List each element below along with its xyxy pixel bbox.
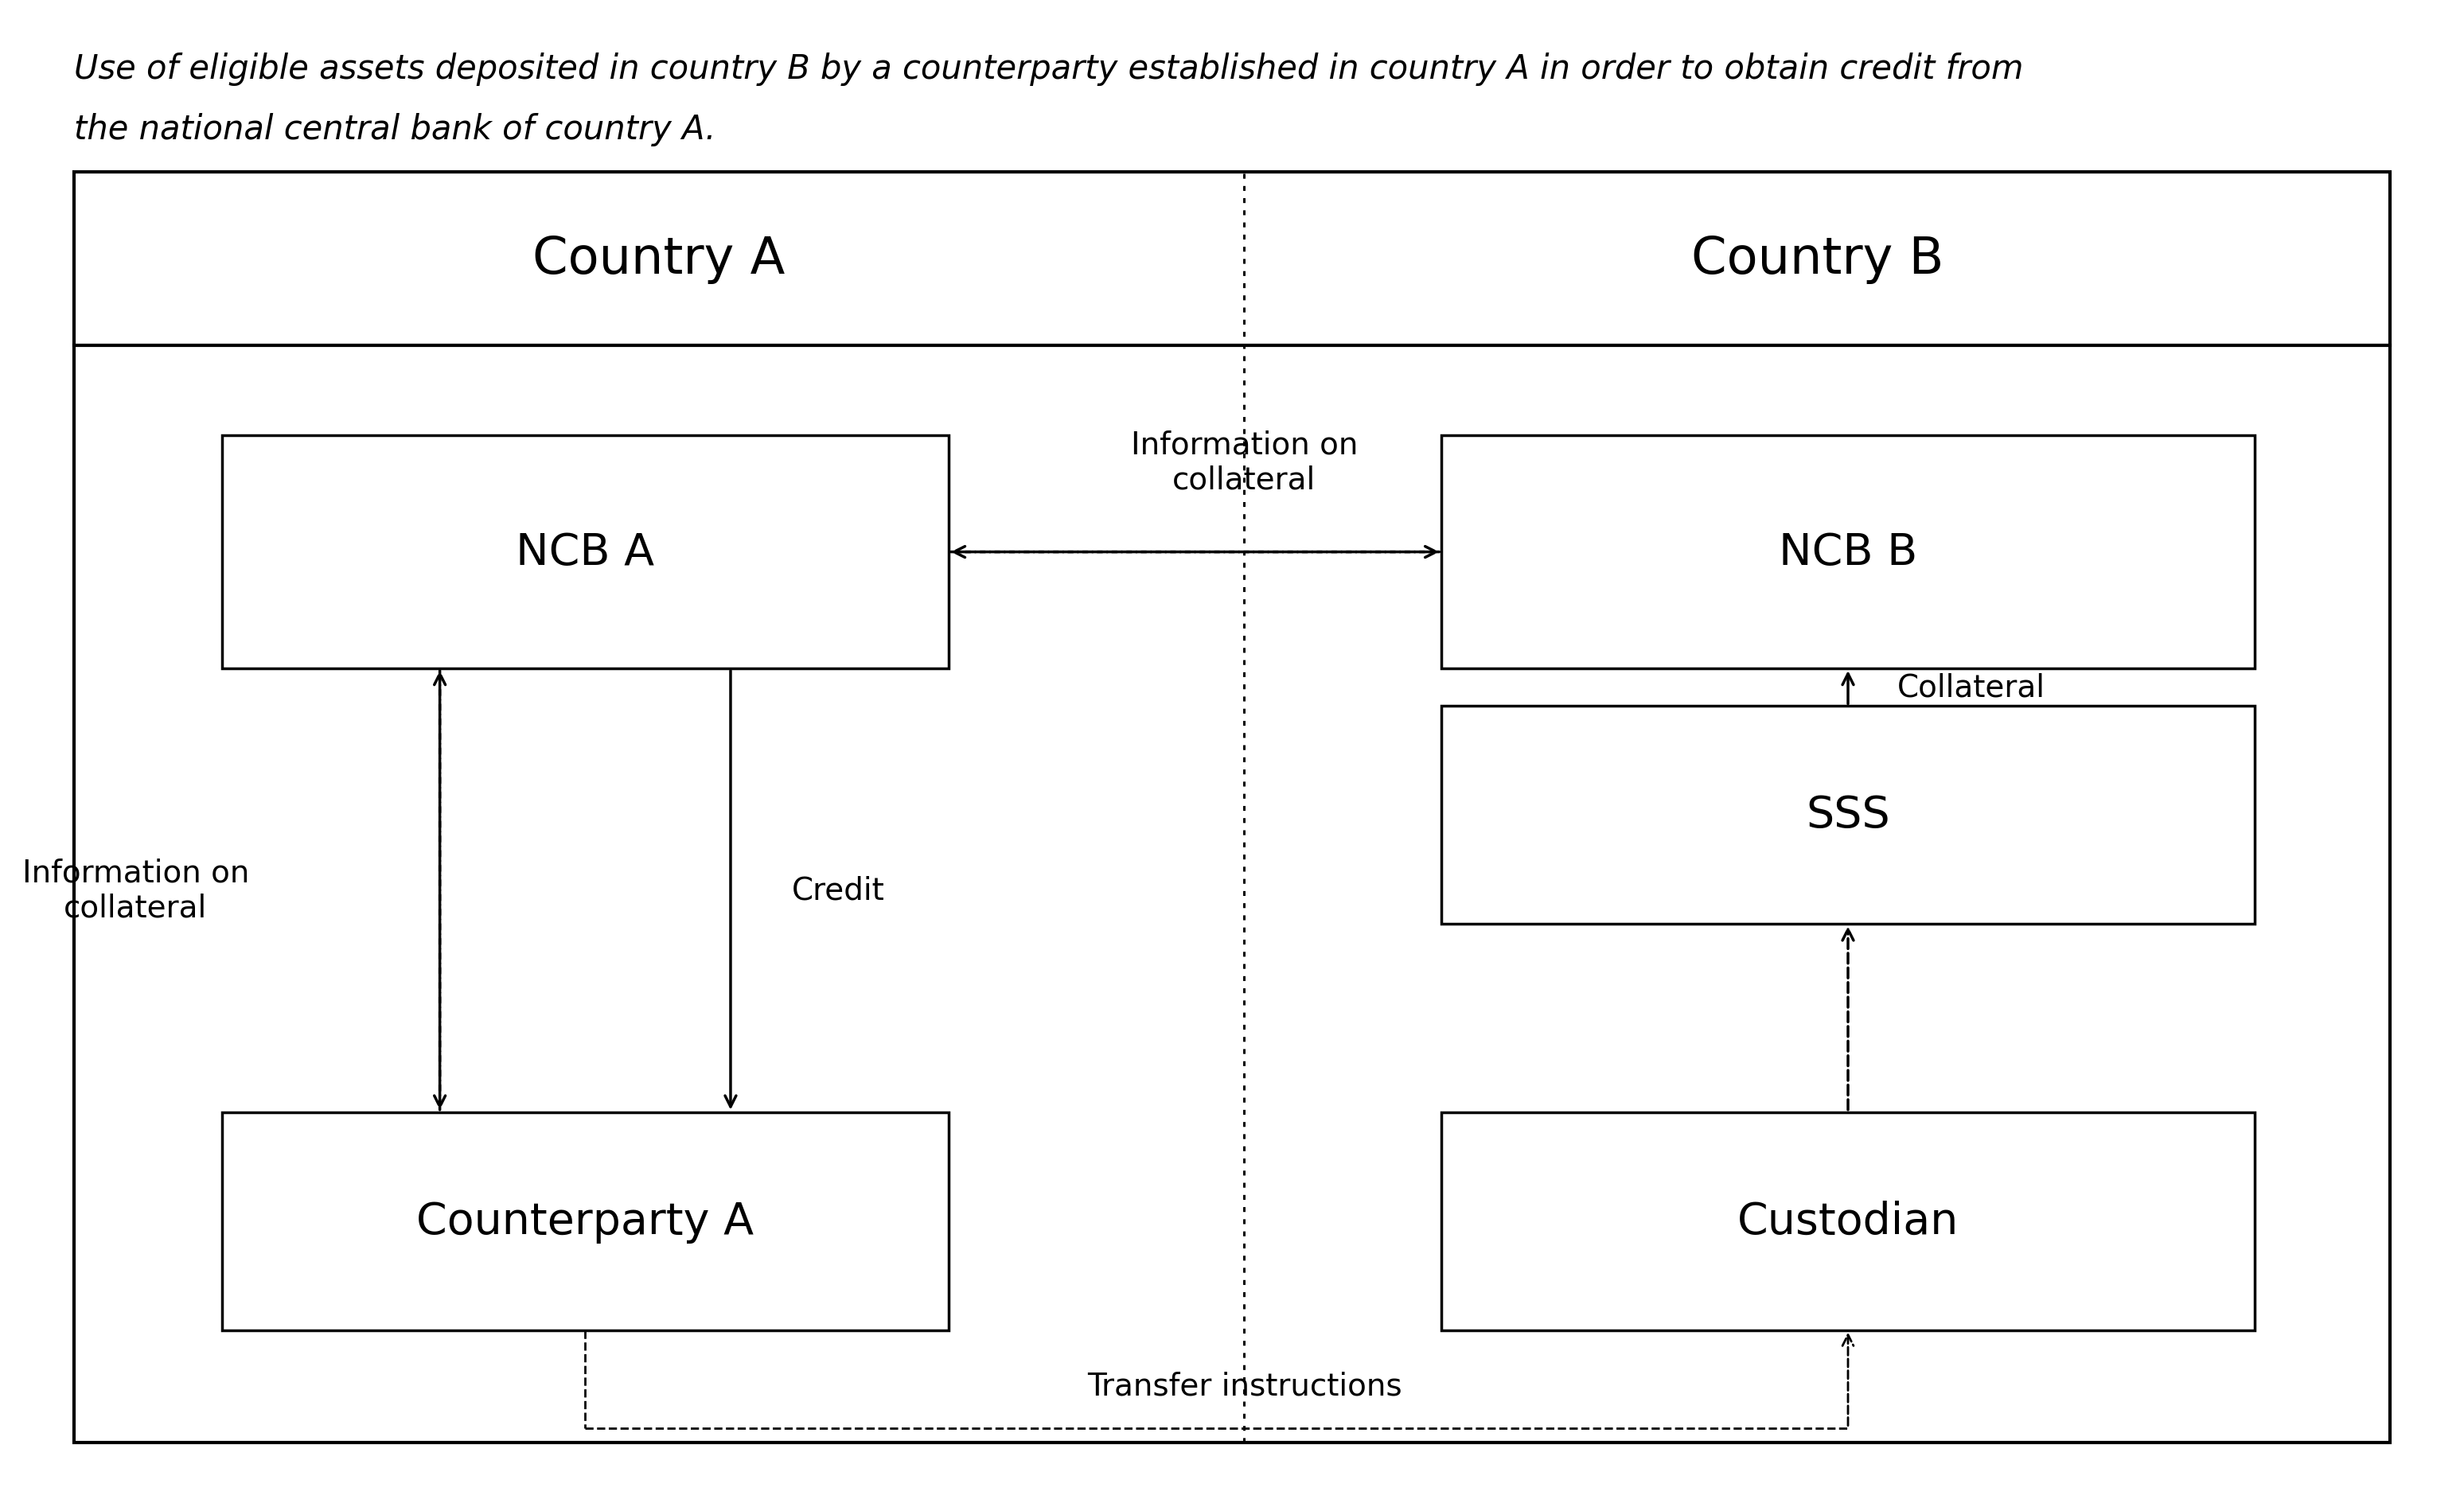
Bar xyxy=(1441,706,2255,924)
Text: Credit: Credit xyxy=(793,875,885,906)
Text: NCB A: NCB A xyxy=(515,531,655,574)
Text: Transfer instructions: Transfer instructions xyxy=(1087,1371,1402,1401)
Text: Country A: Country A xyxy=(532,234,786,284)
Text: Collateral: Collateral xyxy=(1897,672,2045,703)
Text: Information on
collateral: Information on collateral xyxy=(22,858,249,923)
Bar xyxy=(222,1112,949,1330)
Text: Information on
collateral: Information on collateral xyxy=(1131,430,1358,494)
Text: Country B: Country B xyxy=(1690,234,1944,284)
Text: SSS: SSS xyxy=(1806,794,1890,837)
Bar xyxy=(1441,1112,2255,1330)
Text: NCB B: NCB B xyxy=(1779,531,1917,574)
Text: Use of eligible assets deposited in country B by a counterparty established in c: Use of eligible assets deposited in coun… xyxy=(74,53,2023,86)
Bar xyxy=(222,436,949,669)
Text: Custodian: Custodian xyxy=(1737,1199,1959,1243)
Bar xyxy=(1441,436,2255,669)
Bar xyxy=(74,173,2390,1443)
Text: the national central bank of country A.: the national central bank of country A. xyxy=(74,113,715,146)
Text: Counterparty A: Counterparty A xyxy=(416,1199,754,1243)
